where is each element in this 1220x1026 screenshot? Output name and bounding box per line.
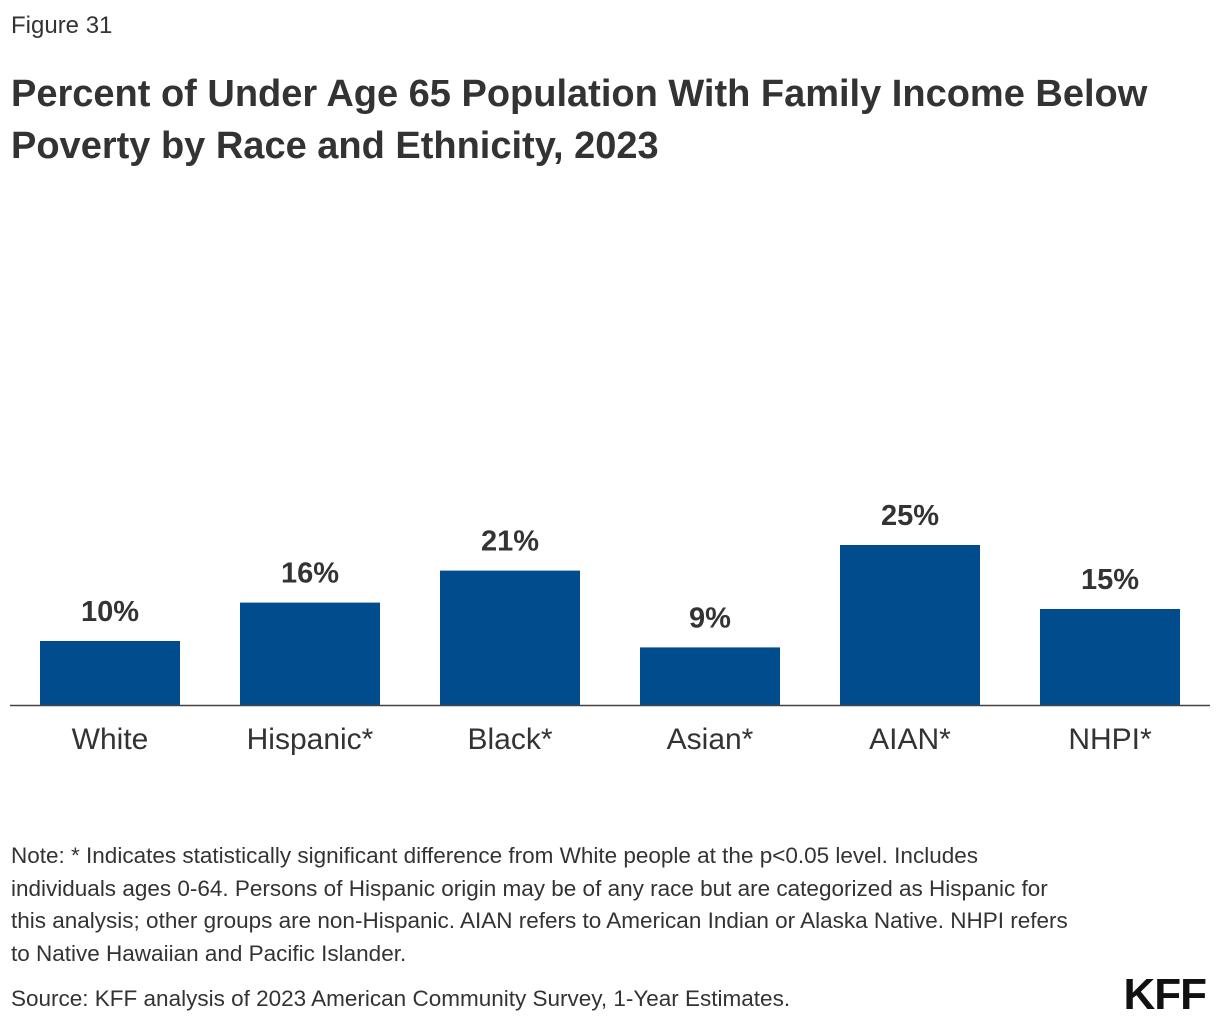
data-label: 25% — [881, 500, 939, 532]
bar-asian — [640, 647, 780, 705]
bar-nhpi — [1040, 609, 1180, 705]
category-label: Black* — [467, 723, 552, 756]
category-label: AIAN* — [869, 723, 951, 756]
chart-source: Source: KFF analysis of 2023 American Co… — [11, 986, 791, 1011]
data-label: 15% — [1081, 564, 1139, 596]
bar-hispanic — [240, 602, 380, 705]
category-label: Asian* — [667, 723, 754, 756]
chart-note: Note: * Indicates statistically signific… — [11, 843, 1068, 966]
kff-logo: KFF — [1123, 970, 1207, 1019]
category-label: Hispanic* — [247, 723, 374, 756]
data-label: 16% — [281, 558, 339, 590]
bar-chart: 10% White 16% Hispanic* 21% Black* 9% Asian* 25%… — [10, 500, 1210, 756]
bar-white — [40, 641, 180, 705]
data-label: 10% — [81, 596, 139, 628]
bar-black — [440, 570, 580, 705]
figure-label: Figure 31 — [11, 12, 113, 39]
chart-title: Percent of Under Age 65 Population With … — [11, 73, 1148, 167]
bar-aian — [840, 545, 980, 705]
category-label: NHPI* — [1068, 723, 1152, 756]
category-label: White — [72, 723, 149, 756]
data-label: 21% — [481, 526, 539, 558]
data-label: 9% — [689, 602, 731, 634]
